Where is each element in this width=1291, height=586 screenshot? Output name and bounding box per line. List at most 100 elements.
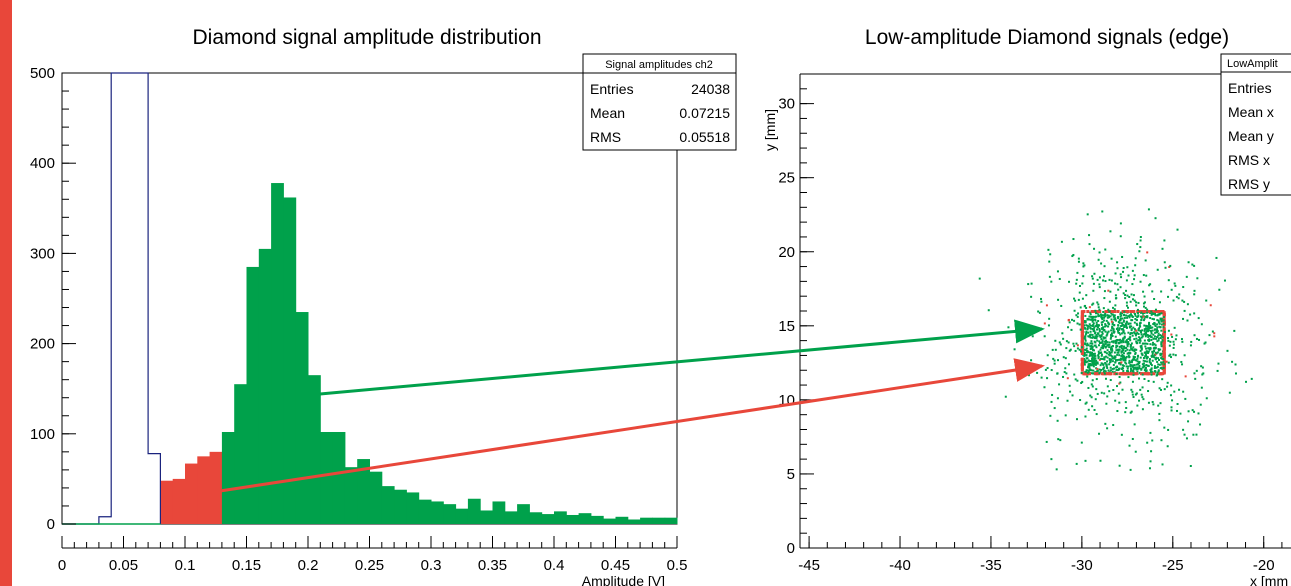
point-green [1168, 344, 1171, 347]
point-green [1089, 336, 1092, 339]
point-green [1121, 368, 1124, 371]
point-green [1150, 326, 1153, 329]
point-green [1144, 353, 1147, 356]
point-green [1112, 389, 1115, 392]
point-green [1098, 340, 1101, 343]
point-red [1133, 372, 1137, 376]
bar-green [640, 517, 653, 524]
point-green [1119, 273, 1122, 276]
bar-green [554, 511, 567, 524]
point-green [1051, 393, 1054, 396]
point-green [1104, 336, 1107, 339]
point-green [1151, 326, 1154, 329]
point-green [1135, 332, 1138, 335]
point-green [1143, 295, 1146, 298]
point-red [1141, 310, 1145, 313]
point-red [1162, 329, 1166, 333]
point-green [1093, 247, 1096, 250]
point-green [1122, 320, 1125, 323]
point-green [1159, 348, 1162, 351]
point-green [1110, 332, 1113, 335]
point-green [1100, 323, 1103, 326]
point-green [1148, 361, 1151, 364]
point-green [1083, 264, 1086, 267]
point-red [1086, 310, 1090, 313]
point-green [1075, 462, 1078, 465]
point-green [1116, 410, 1119, 413]
y-tick-label: 100 [30, 426, 55, 443]
point-red [1108, 372, 1112, 376]
point-green [1080, 350, 1083, 353]
point-green [1141, 408, 1144, 411]
point-green [1117, 348, 1120, 351]
point-green [1093, 337, 1096, 340]
point-green [1064, 357, 1067, 360]
point-green [1083, 361, 1086, 364]
x-tick-label: 0 [58, 557, 66, 574]
point-green [1092, 322, 1095, 325]
point-green [1154, 217, 1157, 220]
bar-green [394, 489, 407, 524]
point-green [1060, 240, 1063, 243]
point-green [1126, 316, 1129, 319]
point-green [1136, 243, 1139, 246]
point-green [1128, 325, 1131, 328]
point-green [1085, 330, 1088, 333]
point-green [1119, 313, 1122, 316]
point-green [1163, 426, 1166, 429]
point-green [1123, 324, 1126, 327]
bar-red [172, 478, 186, 524]
point-green [1195, 433, 1198, 436]
point-green [1103, 337, 1106, 340]
point-green [1072, 342, 1075, 345]
point-green [1120, 312, 1123, 315]
point-green [1161, 355, 1164, 358]
point-green [1136, 370, 1139, 373]
point-green [1119, 381, 1122, 384]
point-green [1231, 360, 1234, 363]
point-green [1183, 433, 1186, 436]
point-green [1175, 295, 1178, 298]
point-green [1116, 359, 1119, 362]
point-green [1064, 367, 1067, 370]
point-green [1056, 372, 1059, 375]
point-green [1106, 367, 1109, 370]
point-green [1135, 322, 1138, 325]
point-green [1182, 317, 1185, 320]
point-green [1162, 319, 1165, 322]
point-green [1075, 282, 1078, 285]
point-green [1111, 340, 1114, 343]
point-green [1117, 315, 1120, 318]
point-red [1088, 372, 1092, 376]
point-green [1111, 370, 1114, 373]
point-green [1190, 340, 1193, 343]
point-green [1075, 418, 1078, 421]
point-green [1030, 359, 1033, 362]
point-green [1187, 420, 1190, 423]
point-green [1013, 348, 1016, 351]
point-green [1197, 412, 1200, 415]
point-green [1114, 294, 1117, 297]
point-green [1097, 344, 1100, 347]
point-green [1119, 315, 1122, 318]
bar-red [160, 480, 174, 524]
point-green [1149, 362, 1152, 365]
point-green [1050, 458, 1053, 461]
point-green [1130, 329, 1133, 332]
point-green [1071, 255, 1074, 258]
point-green [1097, 350, 1100, 353]
point-red [1080, 313, 1084, 317]
point-green [1139, 236, 1142, 239]
point-green [1116, 261, 1119, 264]
point-green [1157, 363, 1160, 366]
point-red [1135, 329, 1138, 332]
point-green [1114, 361, 1117, 364]
point-green [1129, 339, 1132, 342]
point-green [1127, 331, 1130, 334]
point-green [1156, 336, 1159, 339]
point-green [1134, 334, 1137, 337]
point-green [1128, 361, 1131, 364]
scatter-points [978, 208, 1253, 471]
point-red [1080, 322, 1084, 326]
point-green [1096, 301, 1099, 304]
